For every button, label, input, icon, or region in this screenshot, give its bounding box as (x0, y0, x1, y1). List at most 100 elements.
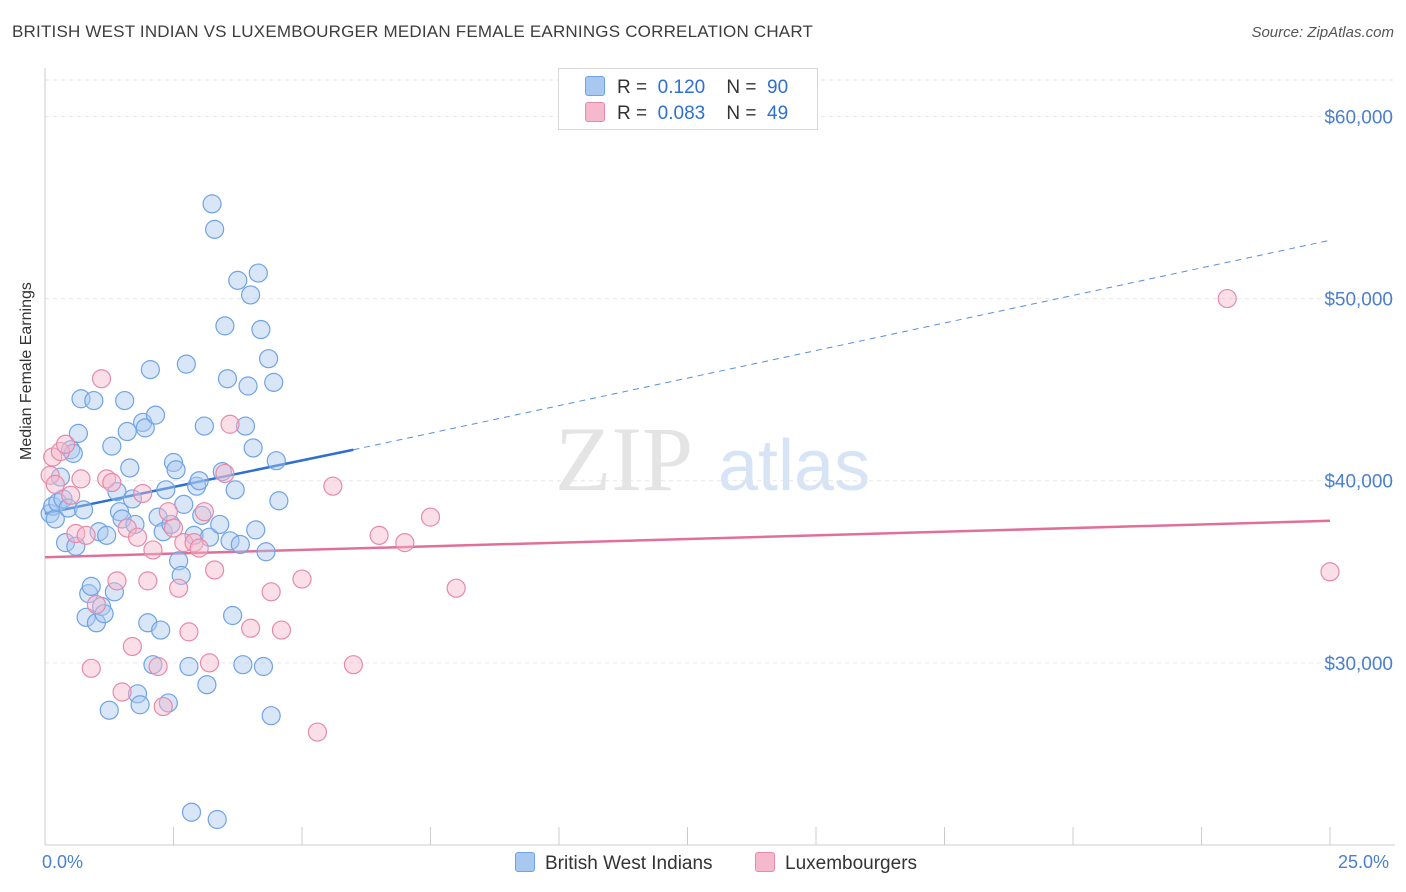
data-point (253, 656, 274, 677)
data-point (261, 706, 281, 726)
data-point (120, 458, 140, 478)
legend-r-value: 0.083 (657, 103, 706, 124)
data-point (1320, 562, 1340, 582)
data-point (135, 418, 155, 438)
data-point (169, 551, 189, 571)
bottom-legend-swatch-pink (755, 852, 775, 872)
data-point (76, 607, 96, 627)
data-point (256, 542, 276, 562)
chart-title: BRITISH WEST INDIAN VS LUXEMBOURGER MEDI… (12, 22, 814, 41)
watermark-atlas: atlas (718, 426, 870, 506)
y-tick-label: $60,000 (1324, 107, 1393, 128)
data-point (197, 675, 217, 695)
data-point (130, 695, 150, 715)
data-point (179, 622, 199, 642)
data-point (133, 483, 153, 504)
data-point (207, 809, 227, 830)
data-point (184, 533, 204, 553)
data-point (81, 658, 101, 678)
data-point (84, 390, 104, 411)
y-tick-label: $50,000 (1324, 290, 1393, 311)
data-point (76, 525, 96, 545)
trend-lines (44, 239, 1331, 559)
data-point (243, 438, 263, 458)
data-point (307, 722, 328, 742)
data-point (151, 620, 171, 640)
data-point (143, 540, 163, 560)
legend-n-value: 49 (767, 103, 789, 124)
data-point (184, 525, 204, 545)
data-point (97, 525, 117, 545)
data-point (238, 376, 258, 396)
data-point (241, 285, 261, 305)
data-point (217, 369, 238, 389)
source-credit: Source: ZipAtlas.com (1251, 24, 1394, 41)
data-point (271, 620, 292, 640)
data-point (163, 452, 184, 473)
data-point (194, 502, 214, 522)
data-point (420, 507, 441, 527)
y-tick-label: $40,000 (1324, 472, 1393, 493)
data-point (215, 316, 235, 336)
data-point (192, 505, 212, 525)
legend-r-value: 0.120 (657, 77, 706, 98)
data-point (107, 482, 127, 502)
data-point (369, 525, 389, 545)
data-point (102, 436, 122, 456)
data-point (79, 584, 99, 604)
data-point (122, 489, 142, 509)
data-point (91, 369, 112, 389)
data-point (261, 582, 281, 602)
data-point (251, 319, 271, 340)
x-tick-label-max: 25.0% (1338, 852, 1390, 872)
legend-n-value: 90 (767, 77, 789, 98)
data-point (194, 416, 214, 436)
bottom-legend-british-west-indians: British West Indians (515, 852, 713, 875)
bottom-legend-swatch-blue (515, 852, 535, 872)
legend-swatch-blue (585, 76, 605, 96)
trend-line-solid (44, 448, 354, 515)
data-point (210, 514, 230, 535)
data-point (292, 569, 312, 589)
watermark-zip: ZIP (555, 408, 693, 510)
y-tick-labels: $30,000 $40,000 $50,000 $60,000 (1324, 107, 1393, 674)
data-point (148, 656, 168, 677)
bottom-legend-luxembourgers: Luxembourgers (755, 852, 917, 875)
data-point (115, 390, 135, 411)
data-point (220, 531, 240, 551)
data-point (205, 219, 225, 239)
data-points (40, 194, 1340, 830)
trend-line-dashed (353, 239, 1331, 451)
data-point (127, 527, 148, 547)
data-point (179, 656, 199, 677)
data-point (269, 491, 289, 511)
data-point (99, 700, 119, 720)
data-point (246, 520, 266, 540)
legend-swatch-pink (585, 102, 605, 122)
data-point (102, 472, 122, 493)
data-point (181, 802, 202, 822)
legend-n-label: N = (726, 103, 757, 124)
data-point (153, 522, 173, 542)
data-point (202, 194, 222, 214)
data-point (73, 500, 94, 520)
data-point (45, 509, 65, 529)
data-point (81, 576, 101, 596)
data-point (140, 360, 160, 380)
trend-line-solid (44, 519, 1331, 559)
data-point (153, 696, 173, 717)
y-tick-label: $30,000 (1324, 654, 1393, 675)
x-tick-label-min: 0.0% (42, 852, 84, 872)
y-axis-label: Median Female Earnings (18, 282, 35, 460)
bottom-legend-label: British West Indians (545, 853, 713, 874)
data-point (266, 451, 286, 471)
axes (44, 68, 1395, 846)
data-point (215, 463, 235, 484)
data-point (343, 655, 363, 675)
data-point (71, 469, 91, 489)
data-point (109, 502, 130, 522)
data-point (233, 655, 253, 675)
data-point (107, 571, 127, 591)
data-point (117, 421, 137, 442)
